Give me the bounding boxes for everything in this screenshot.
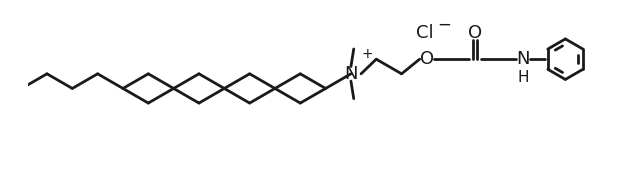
Text: Cl: Cl (415, 24, 433, 42)
Text: N: N (516, 50, 530, 68)
Text: −: − (437, 16, 451, 34)
Text: O: O (468, 24, 482, 42)
Text: N: N (344, 65, 358, 83)
Text: O: O (420, 50, 434, 68)
Text: +: + (361, 47, 372, 62)
Text: H: H (517, 70, 529, 85)
